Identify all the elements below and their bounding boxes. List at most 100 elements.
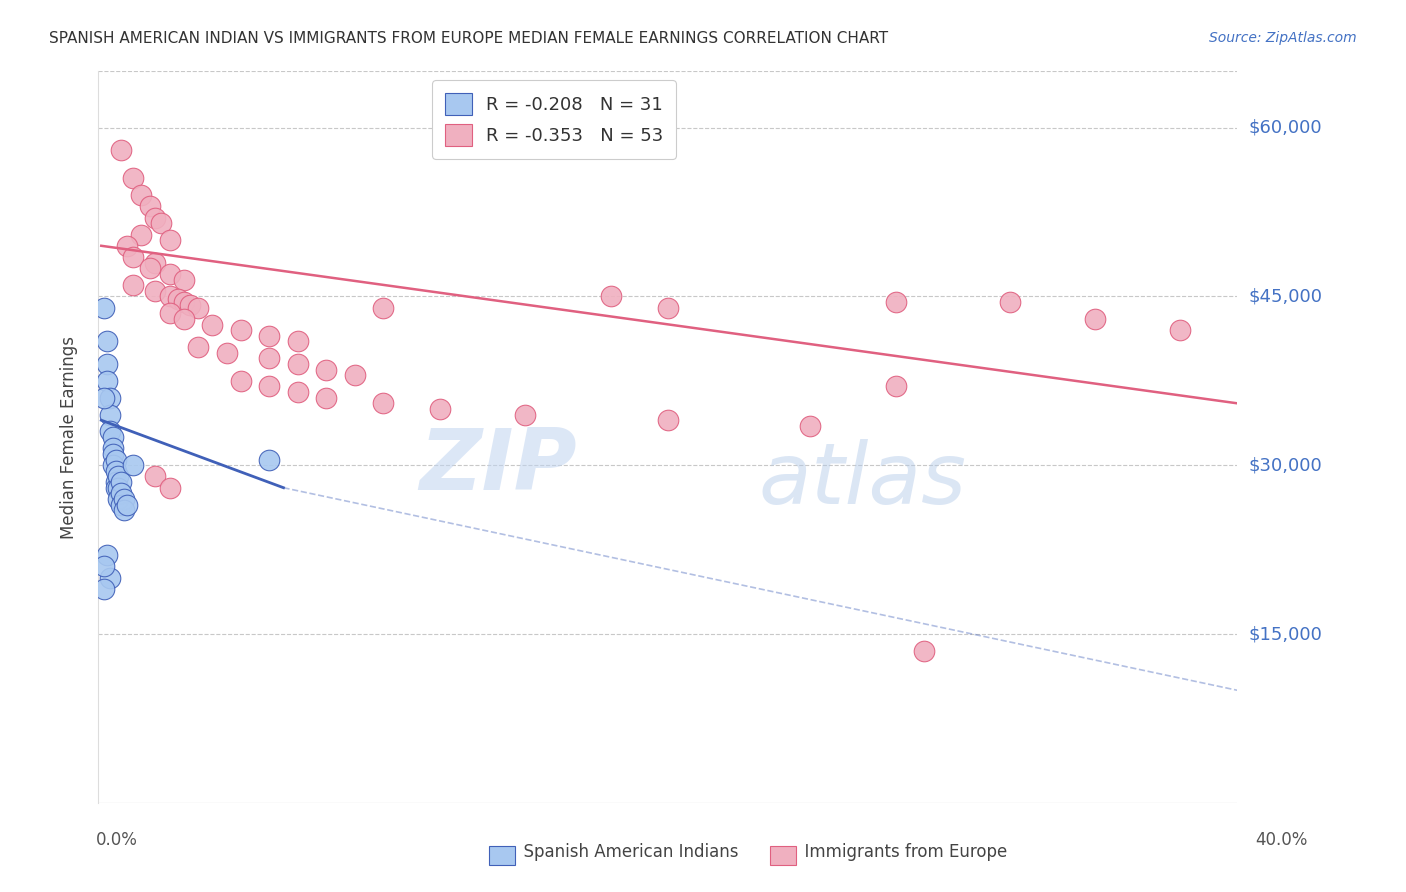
Text: SPANISH AMERICAN INDIAN VS IMMIGRANTS FROM EUROPE MEDIAN FEMALE EARNINGS CORRELA: SPANISH AMERICAN INDIAN VS IMMIGRANTS FR… [49, 31, 889, 46]
Text: $15,000: $15,000 [1249, 625, 1323, 643]
Point [104, 475, 127, 489]
Point [110, 143, 132, 157]
Point [343, 368, 366, 383]
Point [229, 374, 252, 388]
Bar [770, 846, 796, 865]
Point [93, 391, 115, 405]
Point [287, 357, 309, 371]
Point [98, 391, 121, 405]
Point [1170, 323, 1192, 337]
Point [201, 318, 224, 332]
Point [173, 312, 195, 326]
Point [98, 425, 121, 439]
Point [600, 289, 623, 303]
Point [145, 255, 167, 269]
Point [96, 334, 118, 349]
Point [115, 498, 138, 512]
Point [101, 458, 124, 473]
Point [145, 469, 167, 483]
Point [129, 188, 152, 202]
Y-axis label: Median Female Earnings: Median Female Earnings [59, 335, 77, 539]
Point [96, 374, 118, 388]
Text: 40.0%: 40.0% [1256, 831, 1308, 849]
Point [110, 486, 132, 500]
Point [998, 295, 1021, 310]
Point [173, 272, 195, 286]
Point [799, 418, 821, 433]
Point [884, 379, 907, 393]
Point [112, 503, 135, 517]
Point [138, 199, 160, 213]
Point [101, 447, 124, 461]
Point [104, 481, 127, 495]
Text: ZIP: ZIP [419, 425, 576, 508]
Bar [489, 846, 515, 865]
Point [287, 385, 309, 400]
Point [259, 351, 281, 366]
Text: $45,000: $45,000 [1249, 287, 1323, 305]
Point [112, 491, 135, 506]
Point [159, 267, 181, 281]
Point [159, 481, 181, 495]
Legend: R = -0.208   N = 31, R = -0.353   N = 53: R = -0.208 N = 31, R = -0.353 N = 53 [432, 80, 676, 159]
Point [93, 559, 115, 574]
Point [150, 216, 173, 230]
Point [912, 644, 935, 658]
Point [259, 328, 281, 343]
Point [373, 301, 395, 315]
Point [187, 340, 209, 354]
Point [107, 491, 129, 506]
Text: Source: ZipAtlas.com: Source: ZipAtlas.com [1209, 31, 1357, 45]
Point [287, 334, 309, 349]
Point [173, 295, 195, 310]
Point [315, 362, 337, 376]
Point [121, 278, 143, 293]
Point [93, 582, 115, 596]
Point [315, 391, 337, 405]
Point [884, 295, 907, 310]
Point [104, 464, 127, 478]
Point [104, 452, 127, 467]
Point [187, 301, 209, 315]
Text: 0.0%: 0.0% [96, 831, 138, 849]
Point [259, 379, 281, 393]
Point [96, 357, 118, 371]
Point [96, 548, 118, 562]
Point [259, 452, 281, 467]
Text: atlas: atlas [759, 440, 967, 523]
Point [110, 475, 132, 489]
Text: $60,000: $60,000 [1249, 119, 1322, 136]
Point [657, 413, 679, 427]
Point [115, 239, 138, 253]
Point [98, 571, 121, 585]
Point [229, 323, 252, 337]
Point [121, 250, 143, 264]
Text: Spanish American Indians: Spanish American Indians [513, 843, 738, 861]
Point [107, 481, 129, 495]
Point [121, 171, 143, 186]
Point [215, 345, 238, 359]
Point [159, 289, 181, 303]
Point [179, 298, 201, 312]
Point [129, 227, 152, 242]
Point [373, 396, 395, 410]
Point [167, 292, 190, 306]
Text: Immigrants from Europe: Immigrants from Europe [794, 843, 1008, 861]
Point [429, 401, 451, 416]
Point [107, 469, 129, 483]
Point [159, 306, 181, 320]
Point [159, 233, 181, 247]
Point [110, 498, 132, 512]
Point [657, 301, 679, 315]
Point [101, 442, 124, 456]
Point [93, 301, 115, 315]
Point [101, 430, 124, 444]
Point [98, 408, 121, 422]
Text: $30,000: $30,000 [1249, 456, 1323, 475]
Point [145, 284, 167, 298]
Point [515, 408, 537, 422]
Point [121, 458, 143, 473]
Point [145, 211, 167, 225]
Point [1084, 312, 1107, 326]
Point [138, 261, 160, 276]
